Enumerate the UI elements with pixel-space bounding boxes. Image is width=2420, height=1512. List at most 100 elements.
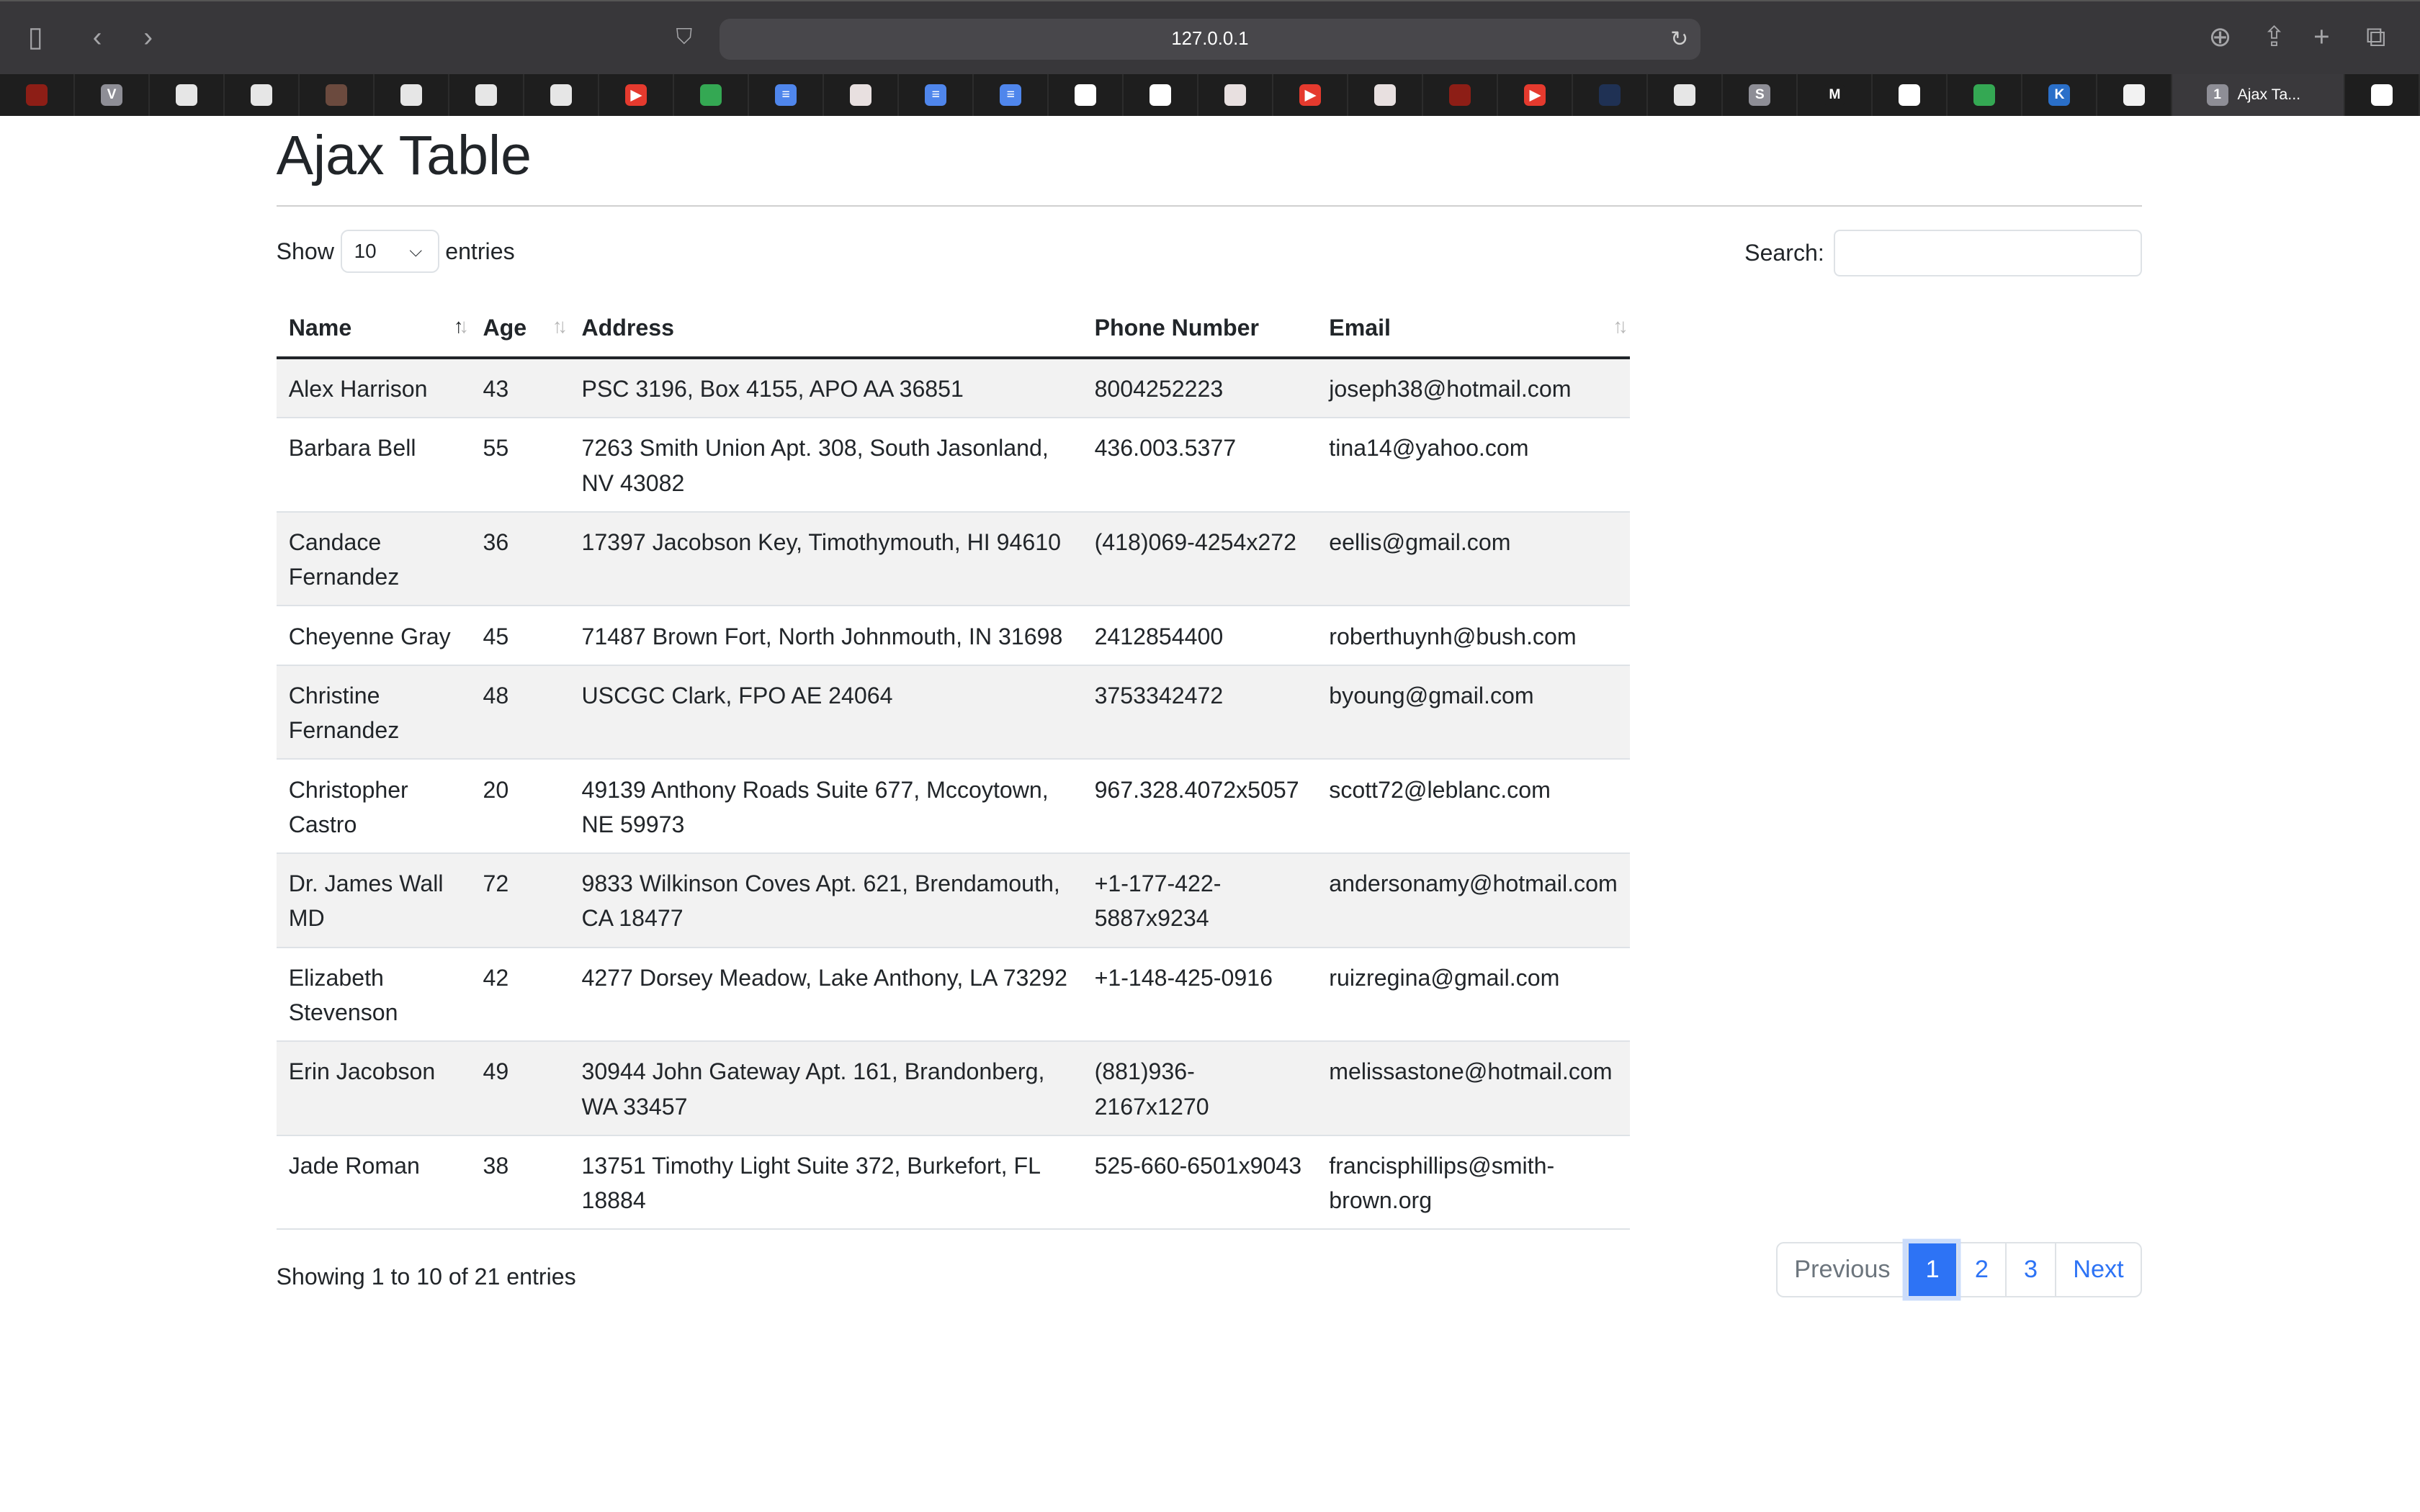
cell-email: eellis@gmail.com (1317, 511, 1630, 607)
tab-overview-icon[interactable]: ⧉ (2366, 21, 2386, 53)
next-button[interactable]: Next (2054, 1243, 2141, 1297)
cell-address: 49139 Anthony Roads Suite 677, Mccoytown… (569, 759, 1083, 854)
browser-tab[interactable] (300, 73, 375, 116)
reload-icon[interactable]: ↻ (1670, 27, 1689, 51)
cell-age: 43 (470, 357, 570, 419)
page-button-1[interactable]: 1 (1907, 1243, 1957, 1297)
cell-email: roberthuynh@bush.com (1317, 606, 1630, 666)
browser-tab[interactable] (1948, 73, 2023, 116)
browser-tab[interactable]: S (1723, 73, 1798, 116)
search-control: Search: (1744, 230, 2143, 276)
browser-tab[interactable] (2097, 73, 2173, 116)
cell-email: francisphillips@smith-brown.org (1317, 1135, 1630, 1230)
browser-tab[interactable] (1049, 73, 1124, 116)
browser-tab[interactable] (1423, 73, 1499, 116)
column-header-age[interactable]: Age ↑↓ (470, 299, 570, 359)
cell-email: byoung@gmail.com (1317, 665, 1630, 760)
active-tab[interactable]: 1 Ajax Ta... (2172, 73, 2346, 116)
table-row: Dr. James Wall MD 72 9833 Wilkinson Coves … (276, 853, 1630, 948)
browser-tab[interactable] (0, 73, 76, 116)
page-length-select[interactable]: 10 ⌵ (340, 230, 439, 274)
cell-phone: 8004252223 (1082, 357, 1317, 419)
length-control: Show 10 ⌵ entries (277, 230, 515, 274)
address-bar[interactable]: 127.0.0.1 ↻ (719, 18, 1701, 60)
browser-tab[interactable] (150, 73, 225, 116)
sort-icon: ↑↓ (552, 315, 568, 338)
github-icon (475, 84, 498, 106)
downloads-icon[interactable]: ⊕ (2208, 21, 2232, 53)
browser-tab[interactable]: K (2022, 73, 2098, 116)
cell-age: 36 (470, 511, 570, 607)
url-text: 127.0.0.1 (1171, 28, 1249, 49)
cell-address: 17397 Jacobson Key, Timothymouth, HI 946… (569, 511, 1083, 607)
column-header-name[interactable]: Name ↑↓ (276, 299, 471, 359)
cell-address: 13751 Timothy Light Suite 372, Burkefort… (569, 1135, 1083, 1230)
browser-tab[interactable] (2345, 73, 2420, 116)
docs-icon: ≡ (1000, 84, 1022, 106)
browser-tab[interactable] (225, 73, 300, 116)
table-row: Cheyenne Gray 45 71487 Brown Fort, North J… (276, 606, 1630, 666)
browser-tab[interactable]: ▶ (599, 73, 675, 116)
pdf-icon (850, 84, 872, 106)
cell-email: ruizregina@gmail.com (1317, 947, 1630, 1043)
page-button-2[interactable]: 2 (1956, 1243, 2005, 1297)
browser-tab[interactable]: ≡ (974, 73, 1049, 116)
browser-tab[interactable]: V (75, 73, 151, 116)
cell-name: Christine Fernandez (276, 665, 471, 760)
browser-tab[interactable] (1873, 73, 1948, 116)
openai-icon (251, 84, 273, 106)
browser-tab[interactable] (1648, 73, 1724, 116)
cell-address: 71487 Brown Fort, North Johnmouth, IN 31… (569, 606, 1083, 666)
back-icon[interactable]: ‹ (92, 21, 102, 53)
browser-tab[interactable] (375, 73, 450, 116)
github-icon (1674, 84, 1696, 106)
search-input[interactable] (1833, 230, 2143, 276)
browser-tab[interactable] (674, 73, 750, 116)
browser-tab[interactable] (524, 73, 600, 116)
browser-tab[interactable]: ▶ (1273, 73, 1349, 116)
sjsu-icon (1449, 84, 1471, 106)
forward-icon[interactable]: › (143, 21, 153, 53)
cell-email: tina14@yahoo.com (1317, 418, 1630, 513)
browser-tab[interactable]: M (1798, 73, 1873, 116)
gmail-icon: M (1824, 84, 1846, 106)
browser-tab[interactable] (1348, 73, 1424, 116)
data-table: Name ↑↓ Age ↑↓ Address Phone Number Email ↑… (276, 299, 1630, 1230)
pagination: Previous 1 2 3 Next (1775, 1242, 2143, 1298)
browser-tab[interactable]: ≡ (749, 73, 825, 116)
column-header-phone: Phone Number (1082, 299, 1317, 359)
column-header-email[interactable]: Email ↑↓ (1317, 299, 1630, 359)
cell-address: 30944 John Gateway Apt. 161, Brandonberg… (569, 1041, 1083, 1136)
cell-age: 49 (470, 1041, 570, 1136)
sidebar-toggle-icon[interactable]: ▯ (27, 21, 43, 53)
browser-tab[interactable] (824, 73, 900, 116)
browser-tab[interactable]: ≡ (899, 73, 974, 116)
table-row: Christopher Castro 20 49139 Anthony Roads … (276, 759, 1630, 854)
cell-name: Barbara Bell (276, 418, 471, 513)
cell-age: 45 (470, 606, 570, 666)
cell-email: scott72@leblanc.com (1317, 759, 1630, 854)
page-button-3[interactable]: 3 (2005, 1243, 2054, 1297)
youtube-icon: ▶ (1299, 84, 1322, 106)
active-tab-title: Ajax Ta... (2237, 86, 2301, 104)
table-row: Jade Roman 38 13751 Timothy Light Suite 37… (276, 1135, 1630, 1230)
share-icon[interactable]: ⇪ (2262, 21, 2286, 53)
sort-asc-icon: ↑↓ (453, 315, 469, 338)
browser-tab[interactable] (1124, 73, 1199, 116)
youtube-icon: ▶ (625, 84, 647, 106)
tab-badge: 1 (2206, 84, 2228, 106)
page-title: Ajax Table (276, 125, 532, 187)
browser-tab[interactable]: ▶ (1498, 73, 1574, 116)
google-icon (1150, 84, 1172, 106)
browser-tab[interactable] (449, 73, 525, 116)
browser-tab[interactable] (1198, 73, 1274, 116)
new-tab-icon[interactable]: + (2313, 21, 2330, 53)
youtube-icon: ▶ (1524, 84, 1546, 106)
tab-bar: V ▶ ≡ ≡ ≡ ▶ ▶ S M K 1 Ajax Ta... (0, 73, 2420, 116)
pdf-icon (1374, 84, 1397, 106)
cell-email: andersonamy@hotmail.com (1317, 853, 1630, 948)
shield-icon[interactable]: ⛉ (676, 24, 693, 49)
previous-button[interactable]: Previous (1794, 1256, 1891, 1284)
browser-tab[interactable] (1573, 73, 1649, 116)
table-row: Erin Jacobson 49 30944 John Gateway Apt. 1… (276, 1041, 1630, 1136)
